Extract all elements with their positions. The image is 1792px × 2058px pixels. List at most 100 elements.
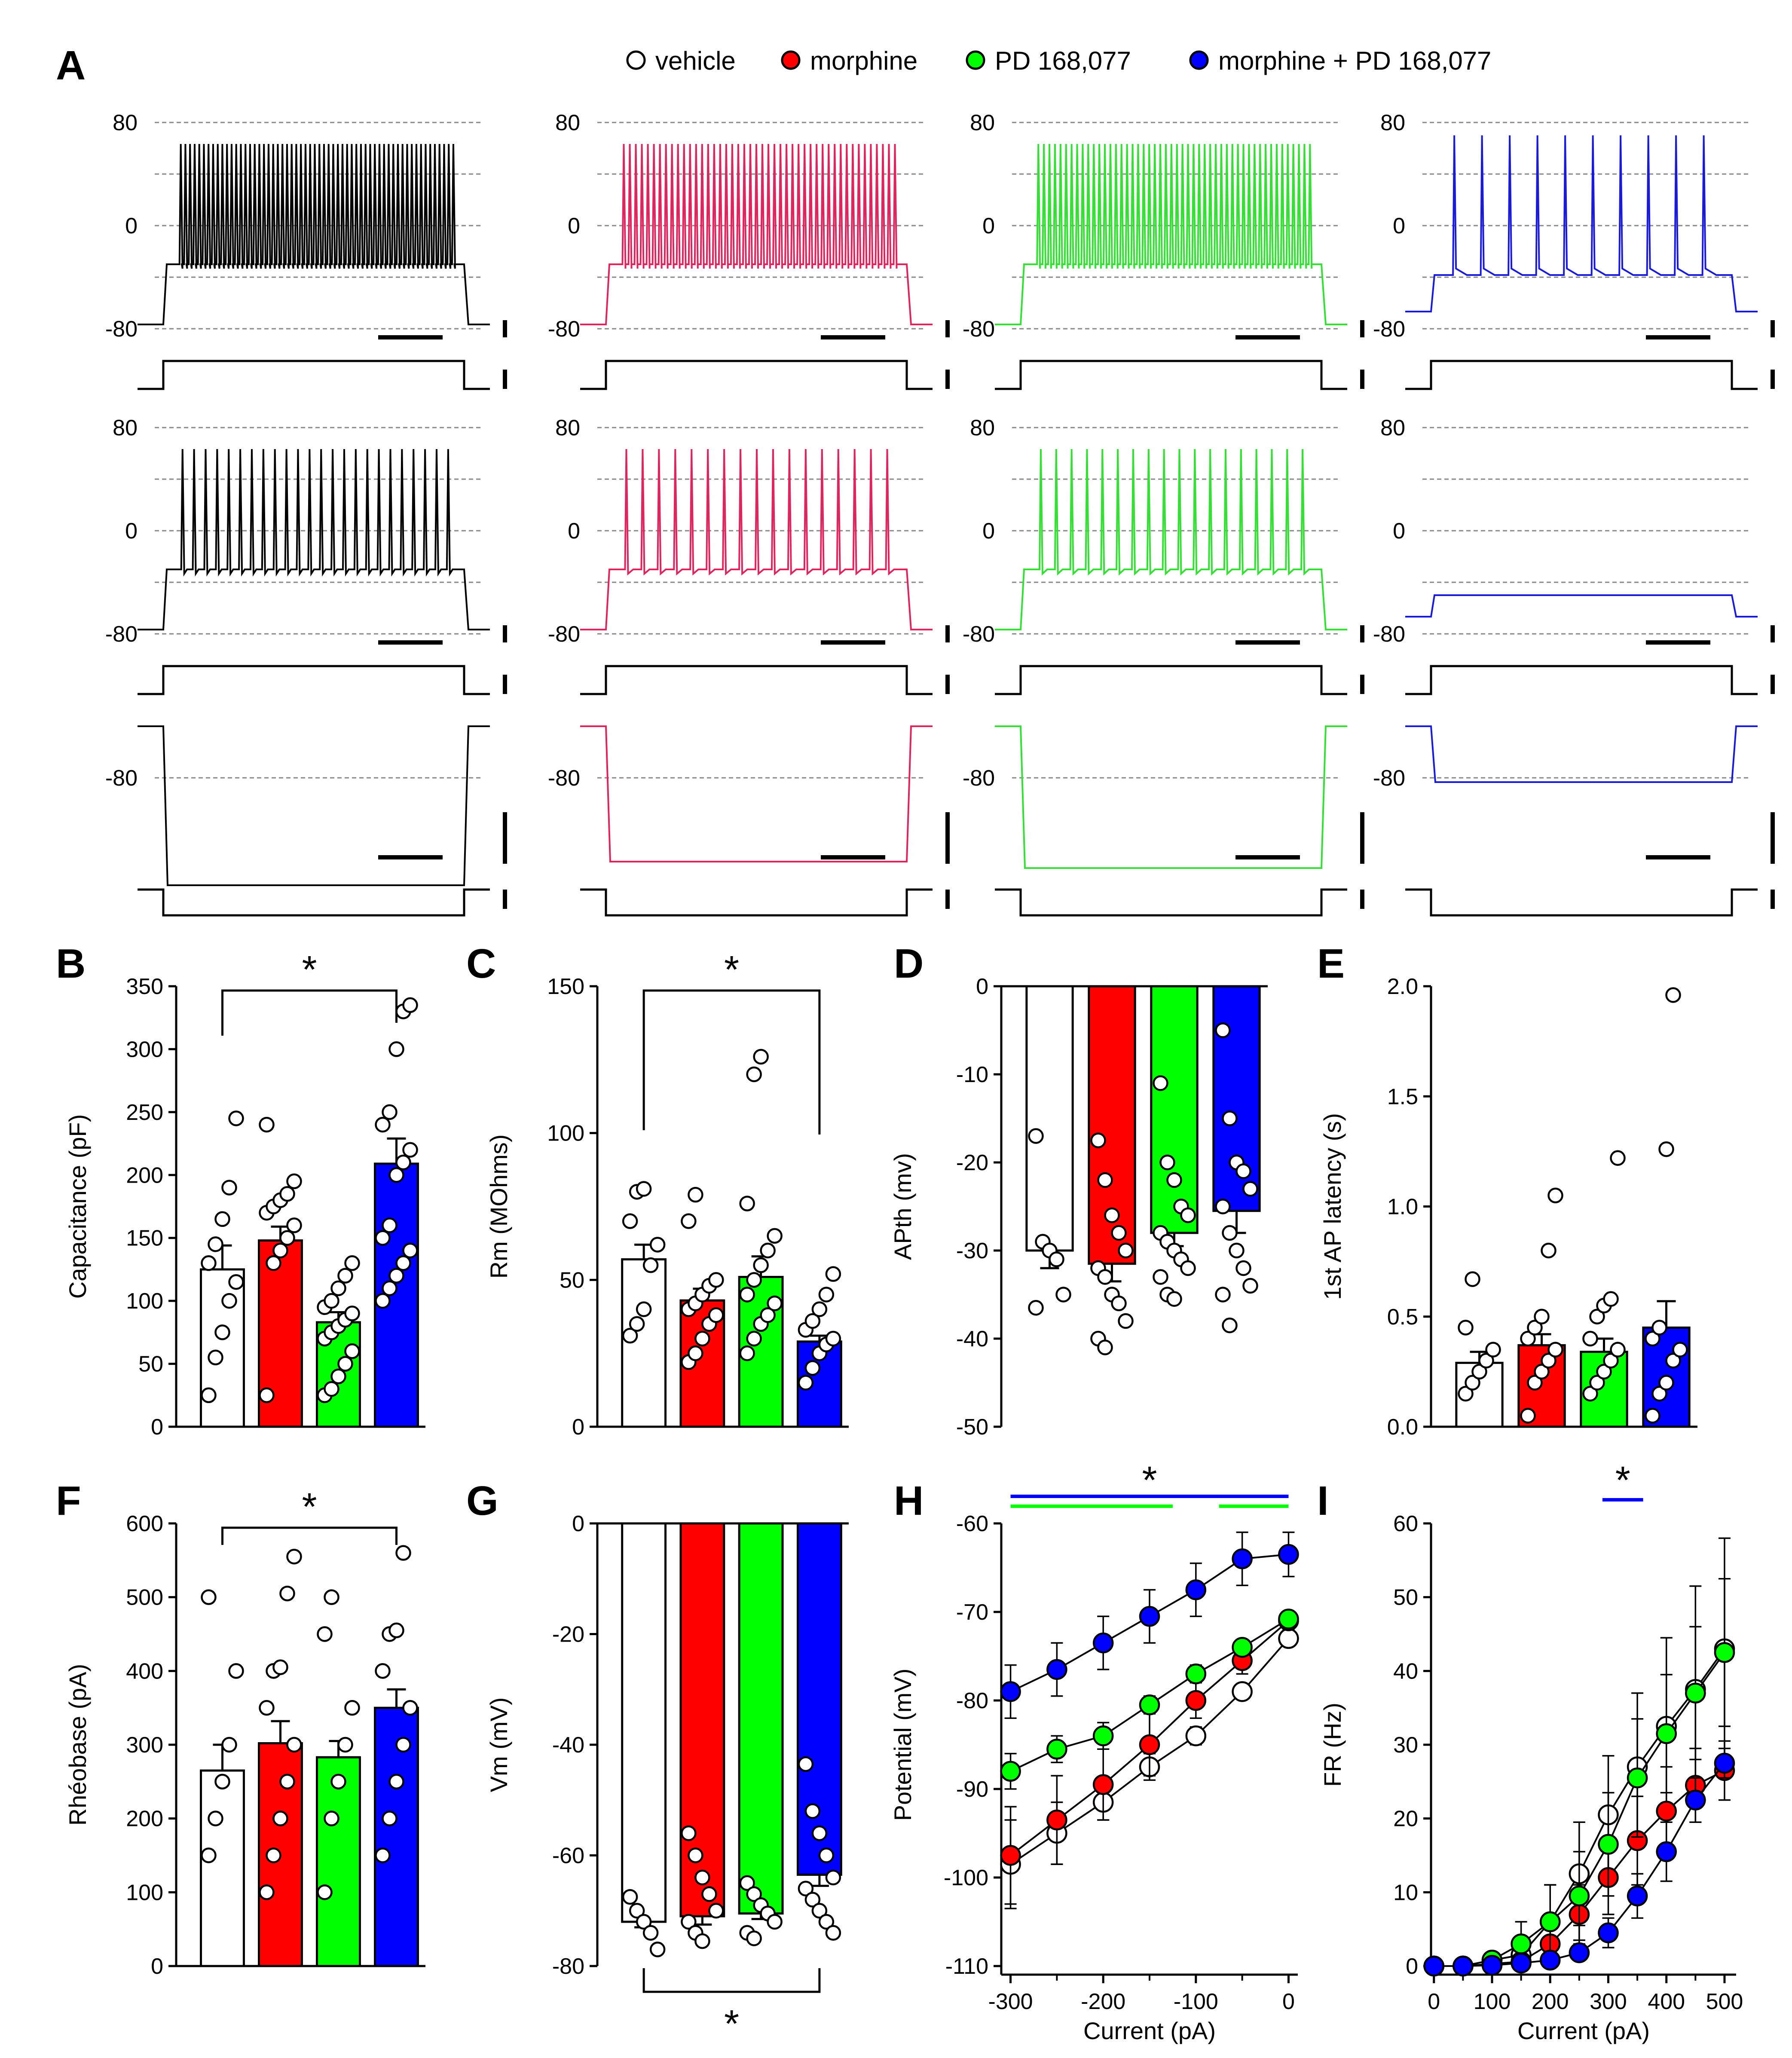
data-point-pd [1610, 1150, 1626, 1166]
trace-tick-minus80: -80 [1373, 317, 1405, 342]
significance-star: * [1142, 1459, 1157, 1502]
y-axis-title: FR (Hz) [1319, 1703, 1346, 1787]
data-point-combo [798, 1756, 814, 1772]
y-tick-label: 10 [1393, 1880, 1418, 1905]
data-point-combo [825, 1925, 841, 1941]
data-point-combo [1511, 1952, 1532, 1974]
voltage-trace [138, 725, 490, 886]
data-point-vehicle [629, 1316, 645, 1332]
y-tick-label: 2.0 [1387, 974, 1418, 999]
data-point-pd [344, 1700, 360, 1716]
data-point-morphine [272, 1659, 288, 1675]
y-tick-label: 400 [126, 1659, 163, 1684]
data-point-combo [1242, 1181, 1258, 1197]
y-tick-label: 0 [572, 1415, 584, 1440]
y-tick-label: 100 [126, 1880, 163, 1905]
trace-tick-minus80: -80 [963, 766, 995, 791]
data-point-pd [317, 1626, 333, 1642]
data-point-vehicle [1232, 1681, 1253, 1702]
data-point-morphine [279, 1585, 295, 1602]
y-tick-label: -80 [552, 1954, 584, 1979]
data-point-pd [324, 1293, 339, 1309]
data-point-vehicle [208, 1810, 223, 1826]
data-point-pd [337, 1268, 353, 1284]
data-point-morphine [1547, 1342, 1563, 1358]
data-point-vehicle [629, 1903, 645, 1919]
data-point-vehicle [221, 1737, 237, 1753]
data-point-vehicle [642, 1257, 659, 1273]
panel-e-latency-chart: 0.0 0.5 1.0 1.5 2.0 1st AP latency (s) E [1317, 941, 1697, 1440]
trace-tick-80: 80 [555, 110, 580, 135]
data-point-pd [1159, 1154, 1175, 1171]
data-point-morphine [1118, 1242, 1134, 1259]
trace-r3-c1: -80 [105, 725, 507, 917]
data-point-morphine [694, 1933, 710, 1949]
data-point-pd [746, 1066, 762, 1083]
data-point-combo [1539, 1950, 1561, 1971]
data-point-morphine [1092, 1774, 1114, 1795]
data-point-morphine [701, 1886, 717, 1902]
current-step-trace [1405, 360, 1758, 390]
y-tick-label: 350 [126, 974, 163, 999]
panel-a-traces: 80 0 -80 80 0 -80 80 0 -80 80 0 -80 80 0 -80 80 0 -80 80 0 -… [105, 110, 1775, 917]
data-point-morphine [279, 1186, 295, 1202]
current-step-trace [580, 360, 933, 390]
data-point-vehicle [1471, 1364, 1487, 1380]
trace-tick-minus80: -80 [548, 317, 580, 342]
data-point-combo [798, 1375, 814, 1391]
data-point-pd [753, 1049, 769, 1065]
trace-r2-c3: 80 0 -80 [963, 416, 1364, 695]
y-tick-label: 1.0 [1387, 1195, 1418, 1220]
significance-bracket [642, 1968, 821, 1993]
current-step-trace [1405, 888, 1758, 917]
data-point-morphine [259, 1116, 275, 1133]
legend-pd-label: PD 168,077 [995, 46, 1131, 75]
data-point-pd [324, 1589, 339, 1605]
voltage-trace [580, 449, 933, 630]
data-point-pd [330, 1774, 346, 1790]
data-point-vehicle [221, 1293, 237, 1309]
legend-vehicle-icon [626, 50, 646, 70]
data-point-combo [804, 1313, 821, 1329]
data-point-morphine [1185, 1690, 1207, 1711]
data-point-pd [1166, 1291, 1182, 1307]
y-tick-label: 100 [126, 1289, 163, 1314]
data-point-vehicle [208, 1236, 223, 1252]
data-point-vehicle [214, 1211, 230, 1227]
trace-tick-0: 0 [568, 214, 580, 239]
voltage-trace [580, 725, 933, 862]
panel-letter: E [1317, 941, 1345, 987]
data-point-pd [1092, 1725, 1114, 1746]
data-point-vehicle [201, 1589, 217, 1605]
trace-r1-c3: 80 0 -80 [963, 110, 1364, 390]
voltage-trace [580, 144, 933, 325]
y-tick-label: -60 [552, 1844, 584, 1868]
significance-star: * [302, 1486, 317, 1529]
y-tick-label: 200 [126, 1163, 163, 1188]
data-point-pd [317, 1884, 333, 1900]
y-tick-label: 200 [126, 1807, 163, 1832]
data-point-pd [1153, 1075, 1168, 1091]
data-point-pd [1046, 1739, 1067, 1760]
voltage-trace [995, 449, 1347, 630]
voltage-trace [1405, 725, 1758, 783]
data-point-vehicle [228, 1663, 244, 1679]
data-point-vehicle [622, 1889, 638, 1905]
y-tick-label: 500 [126, 1585, 163, 1610]
data-point-combo [1139, 1606, 1160, 1627]
data-point-pd [1185, 1663, 1207, 1685]
data-point-morphine [1656, 1801, 1677, 1822]
data-point-pd [344, 1255, 360, 1271]
data-point-morphine [259, 1884, 275, 1900]
data-point-vehicle [214, 1324, 230, 1340]
data-point-combo [395, 1545, 411, 1561]
y-tick-label: -110 [945, 1954, 988, 1979]
x-tick-label: 300 [1590, 1989, 1627, 2014]
data-point-combo [1222, 1318, 1238, 1333]
x-tick-label: 500 [1706, 1989, 1743, 2014]
data-point-morphine [1111, 1295, 1127, 1312]
data-point-combo [1665, 1353, 1681, 1369]
panel-letter: I [1317, 1478, 1329, 1524]
y-axis-title: Potential (mV) [889, 1669, 916, 1821]
